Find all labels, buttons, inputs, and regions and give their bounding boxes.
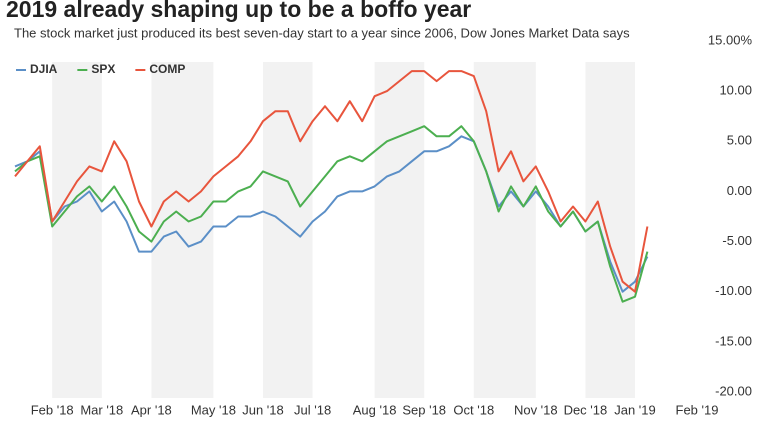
x-tick-label: Dec '18 (564, 402, 608, 417)
x-tick-label: Feb '18 (31, 402, 74, 417)
y-tick-label: 5.00 (727, 133, 752, 148)
x-tick-label: Jun '18 (242, 402, 284, 417)
x-tick-label: Apr '18 (131, 402, 172, 417)
y-tick-label: -15.00 (715, 333, 752, 348)
y-tick-label: -5.00 (722, 233, 752, 248)
y-tick-label: -20.00 (715, 383, 752, 398)
legend-label: COMP (149, 62, 185, 76)
month-band (585, 62, 635, 398)
legend-label: SPX (91, 62, 115, 76)
series-line (14, 135, 649, 293)
bands (52, 62, 635, 398)
x-tick-label: Aug '18 (353, 402, 397, 417)
series-line (14, 125, 649, 303)
y-tick-label: 15.00% (708, 32, 753, 47)
chart-subtitle: The stock market just produced its best … (14, 25, 630, 40)
series-line (14, 70, 649, 293)
y-tick-label: 0.00 (727, 183, 752, 198)
x-tick-label: Oct '18 (453, 402, 494, 417)
month-band (52, 62, 102, 398)
x-tick-label: Jan '19 (614, 402, 656, 417)
x-tick-label: Jul '18 (294, 402, 331, 417)
month-band (374, 62, 425, 398)
x-tick-label: May '18 (191, 402, 236, 417)
legend-label: DJIA (30, 62, 58, 76)
x-tick-label: Sep '18 (402, 402, 446, 417)
y-tick-label: -10.00 (715, 283, 752, 298)
month-band (151, 62, 214, 398)
y-tick-label: 10.00 (719, 83, 752, 98)
month-band (473, 62, 536, 398)
x-tick-label: Feb '19 (676, 402, 719, 417)
chart-title: 2019 already shaping up to be a boffo ye… (6, 0, 471, 22)
x-tick-label: Nov '18 (514, 402, 558, 417)
x-tick-label: Mar '18 (80, 402, 123, 417)
